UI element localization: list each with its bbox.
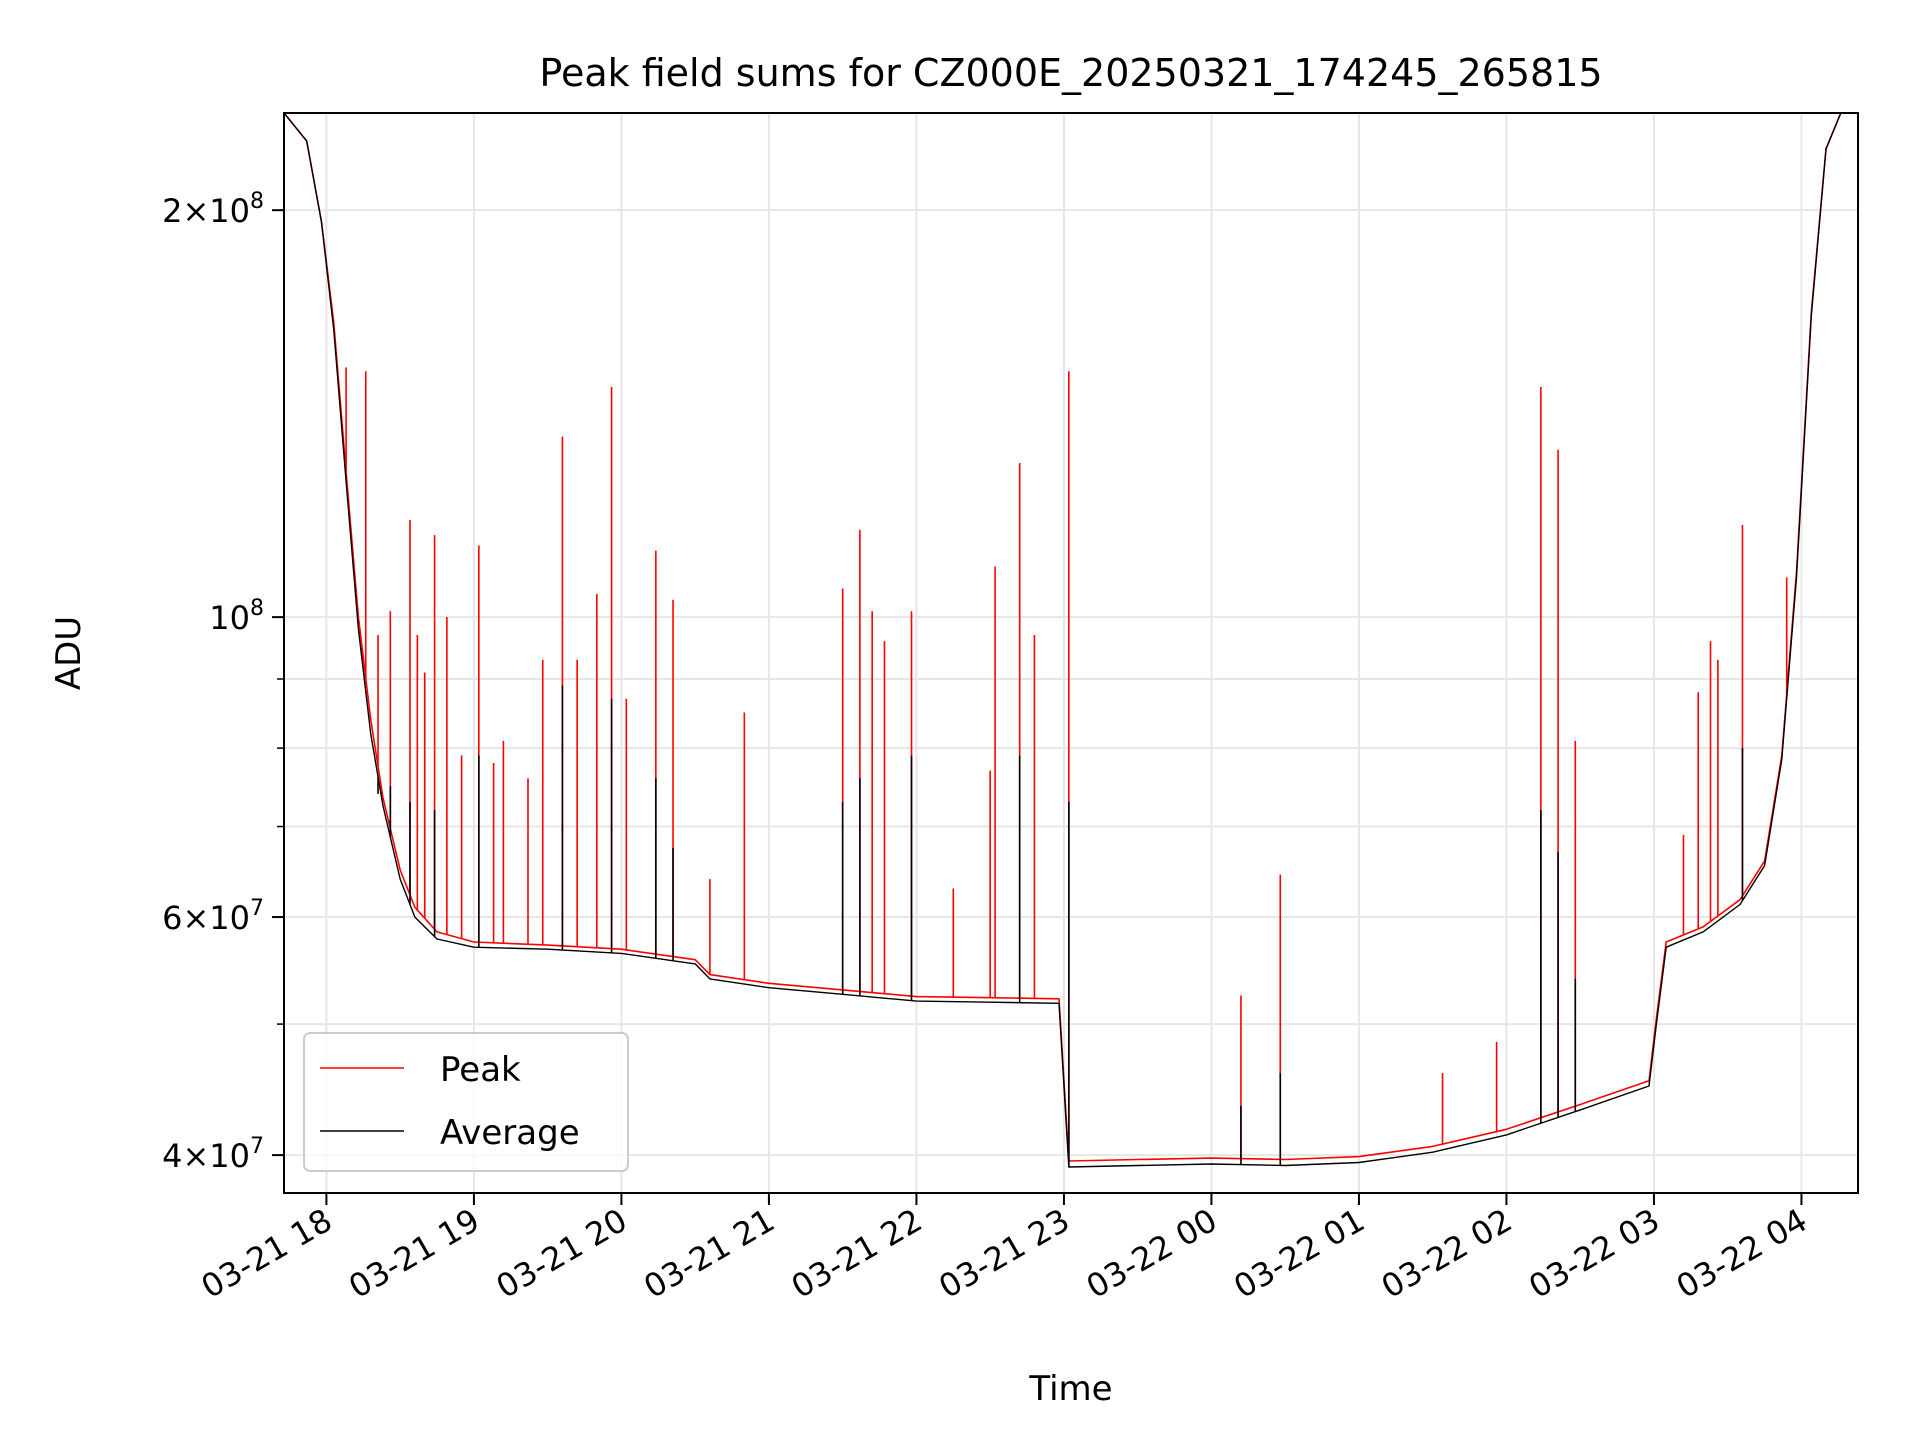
y-tick-label: 2×108 — [162, 189, 264, 230]
y-tick-label: 4×107 — [162, 1134, 264, 1175]
y-axis-label: ADU — [49, 616, 89, 690]
series-average — [284, 113, 1858, 1168]
y-tick-label: 6×107 — [162, 896, 264, 937]
series-lines — [284, 113, 1858, 1168]
series-peak — [284, 113, 1858, 1162]
legend-label-peak: Peak — [440, 1050, 521, 1090]
chart-title: Peak field sums for CZ000E_20250321_1742… — [539, 51, 1602, 95]
legend-label-average: Average — [440, 1113, 580, 1153]
y-tick-label: 108 — [209, 596, 264, 637]
series-line-peak — [284, 113, 1858, 1162]
series-line-average — [284, 113, 1858, 1168]
plot-area-frame — [283, 112, 1859, 1194]
x-axis-label: Time — [1028, 1369, 1112, 1409]
grid-lines — [284, 113, 1858, 1193]
legend: Peak Average — [303, 1032, 629, 1172]
